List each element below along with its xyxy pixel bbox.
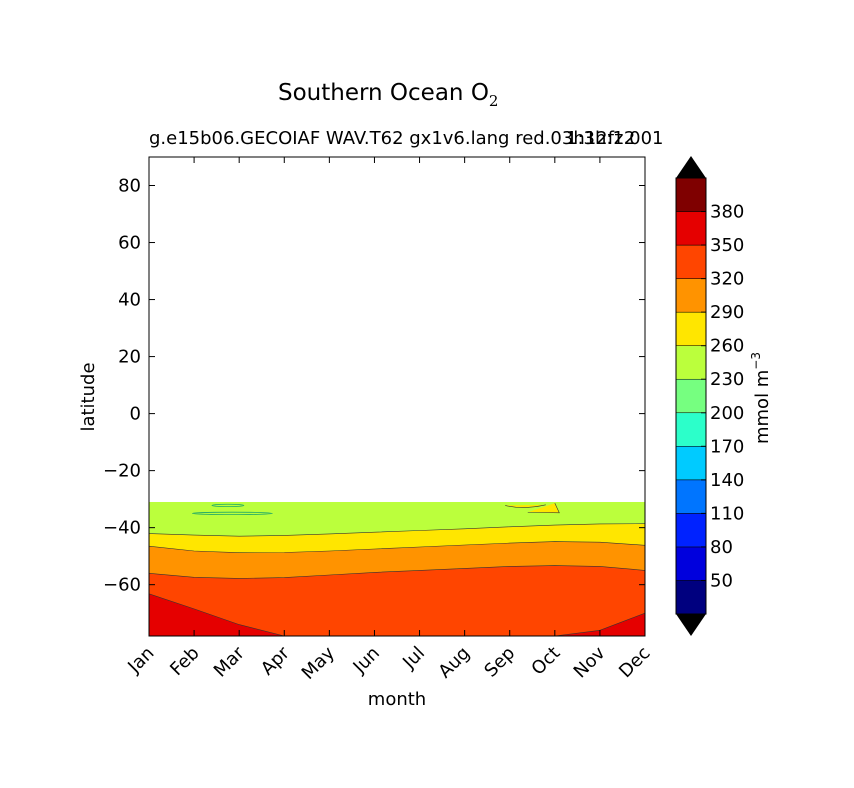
contour-line-320 [149,565,645,579]
colorbar-segment [675,378,707,414]
colorbar-segment [675,311,707,346]
colorbar-frame [675,177,707,615]
contour-line-290 [149,541,645,554]
colorbar-tick-label: 320 [710,269,744,290]
contour-lines [149,503,645,636]
colorbar-label: mmol m−3 [749,352,773,444]
contour-island-3 [505,503,560,514]
colorbar-segment [675,580,707,615]
colorbar-segment [675,278,707,313]
colorbar-tick-label: 200 [710,403,744,424]
y-tick-label: 60 [118,233,141,254]
chart-title: Southern Ocean O2 [278,80,498,110]
chart-subtitle-right: 1:3h:12 [566,128,635,149]
colorbar-tick-label: 230 [710,369,744,390]
colorbar-tick-label: 380 [710,202,744,223]
y-tick-label: −40 [103,518,141,539]
colorbar-tick-label: 260 [710,336,744,357]
y-axis-label: latitude [78,362,99,431]
colorbar-tick-label: 140 [710,470,744,491]
colorbar-tick-label: 350 [710,235,744,256]
colorbar-segment [675,244,707,279]
contour-island-2 [192,511,273,515]
contour-line-260 [149,523,645,537]
colorbar: 380 350 320 290 260 230 200 170 140 110 80 50 [675,156,744,636]
colorbar-under-triangle [676,614,706,636]
colorbar-segment [675,479,707,514]
band-320 [149,565,645,636]
y-tick-label: 20 [118,347,141,368]
colorbar-segment [675,546,707,581]
y-tick-label: 0 [130,404,141,425]
colorbar-segment [675,211,707,246]
colorbar-segment [675,177,707,212]
colorbar-segment [675,412,707,447]
colorbar-tick-label: 80 [710,537,733,558]
contour-line-350 [149,593,645,636]
y-tick-label: 80 [118,176,141,197]
y-axis: 80 60 40 20 0 −20 −40 −60 [103,176,645,596]
colorbar-tick-label: 290 [710,302,744,323]
colorbar-segment [675,345,707,380]
chart-subtitle: g.e15b06.GECOIAF WAV.T62 gx1v6.lang red.… [149,128,664,149]
plot-frame [148,156,646,637]
colorbar-tick-label: 170 [710,436,744,457]
y-tick-label: −20 [103,461,141,482]
y-tick-label: 40 [118,290,141,311]
colorbar-segment [675,446,707,481]
contour-island-1 [211,503,245,508]
colorbar-tick-label: 50 [710,570,733,591]
colorbar-over-triangle [676,156,706,178]
x-axis-label: month [368,689,426,710]
contour-fills [149,501,645,636]
colorbar-segment [675,513,707,548]
colorbar-tick-label: 110 [710,503,744,524]
band-350 [149,593,645,636]
y-tick-label: −60 [103,575,141,596]
